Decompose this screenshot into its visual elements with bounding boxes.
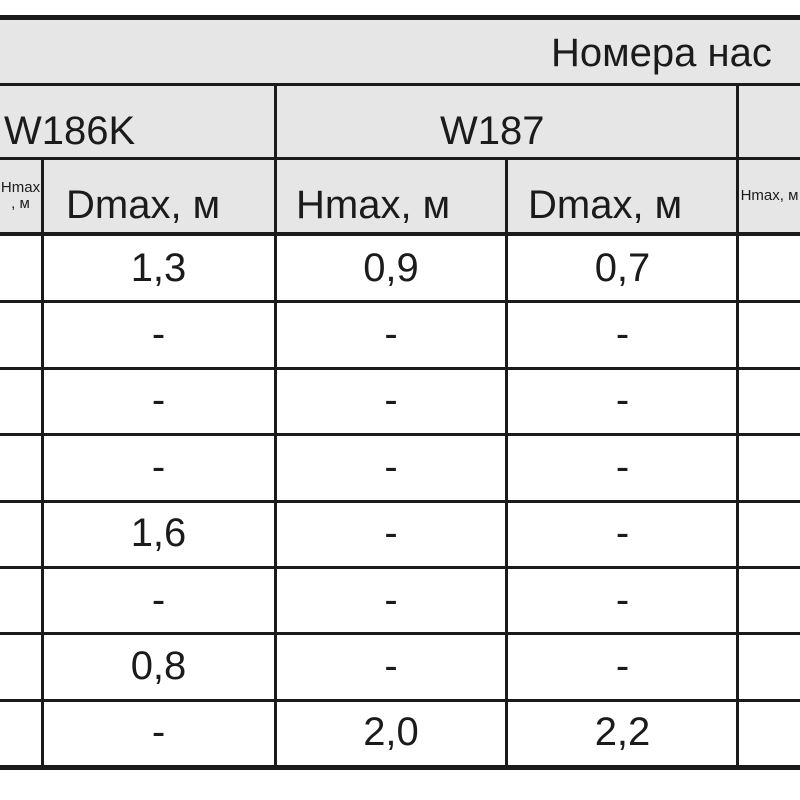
table-cell: [0, 567, 41, 633]
table-cell: [0, 633, 41, 699]
table-cell: 1,6: [130, 511, 187, 556]
table-cell: [739, 501, 800, 567]
row-divider: [0, 300, 800, 304]
table-cell: -: [615, 511, 630, 556]
table-cell: 0,9: [363, 245, 419, 290]
row-divider: [0, 83, 800, 86]
table-cell: [739, 567, 800, 633]
col-header-hmax-next: Hmax, м: [740, 186, 799, 204]
row-divider: [0, 566, 800, 569]
table-cell: [739, 301, 800, 367]
table-cell: 0,8: [130, 644, 187, 689]
table-cell: [0, 301, 41, 367]
col-header-hmax-w186k: Hmax, м: [0, 178, 41, 212]
table-cell: [739, 368, 800, 434]
col-header-hmax-w187: Hmax, м: [296, 183, 451, 227]
table-cell: [739, 700, 800, 766]
col-header-dmax-w186k: Dmax, м: [66, 183, 221, 227]
col-divider: [41, 157, 44, 769]
table-cell: -: [615, 444, 630, 489]
table-cell: [0, 501, 41, 567]
row-divider: [0, 366, 800, 370]
table-cell: [0, 434, 41, 500]
group-header-pump-numbers: Номера нас: [551, 31, 772, 75]
table-cell: -: [384, 312, 398, 357]
col-header-dmax-w187: Dmax, м: [528, 183, 683, 227]
table-cell: -: [384, 644, 398, 689]
header-background: [0, 15, 800, 234]
pump-spec-table: Номера нас W186K W187 Hmax, м Dmax, м Hm…: [0, 15, 800, 770]
row-divider: [0, 632, 800, 636]
table-cell: 2,2: [594, 710, 651, 755]
table-cell: 2,0: [363, 710, 419, 755]
table-cell: -: [384, 444, 398, 489]
table-cell: [0, 700, 41, 766]
table-cell: -: [151, 577, 166, 622]
table-cell: -: [615, 378, 630, 423]
col-divider: [274, 83, 277, 769]
model-header-w186k: W186K: [4, 109, 136, 153]
table-cell: -: [151, 378, 166, 423]
table-cell: [739, 235, 800, 301]
row-divider: [0, 499, 800, 503]
table-cell: [739, 633, 800, 699]
row-divider: [0, 232, 800, 236]
table-cell: [739, 434, 800, 500]
row-divider: [0, 157, 800, 160]
table-cell: 0,7: [594, 245, 651, 290]
bottom-border: [0, 765, 800, 770]
table-cell: [0, 368, 41, 434]
col-divider: [505, 157, 508, 769]
table-cell: -: [151, 710, 166, 755]
table-cell: -: [384, 511, 398, 556]
model-header-w187: W187: [440, 109, 545, 153]
table-cell: -: [384, 577, 398, 622]
table-cell: [0, 235, 41, 301]
table-cell: 1,3: [130, 245, 187, 290]
table-cell: -: [151, 312, 166, 357]
table-cell: -: [615, 644, 630, 689]
row-divider: [0, 433, 800, 437]
row-divider: [0, 698, 800, 702]
top-border: [0, 15, 800, 20]
table-cell: -: [615, 312, 630, 357]
table-cell: -: [151, 444, 166, 489]
table-cell: -: [615, 577, 630, 622]
col-divider: [736, 83, 739, 769]
table-cell: -: [384, 378, 398, 423]
